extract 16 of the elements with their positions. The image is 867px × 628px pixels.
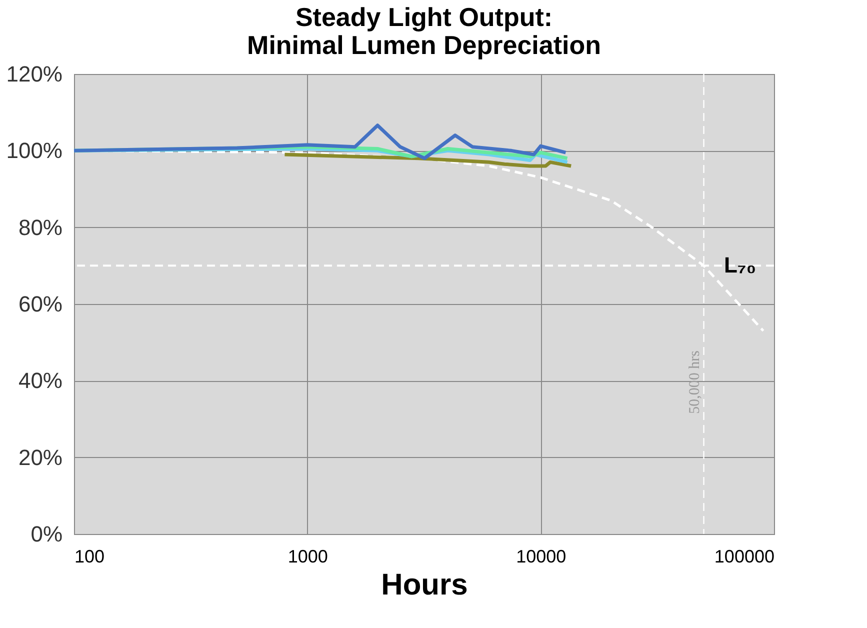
y-tick-label: 100% — [6, 138, 62, 164]
ref-line-label: 50,000 hrs — [686, 350, 703, 414]
ref-line-label: L₇₀ — [724, 252, 756, 278]
x-tick-label: 100000 — [714, 546, 774, 566]
y-tick-label: 80% — [18, 214, 62, 240]
x-axis-title: Hours — [381, 568, 468, 602]
x-tick-label: 100 — [74, 546, 105, 566]
y-tick-label: 0% — [30, 522, 62, 546]
y-tick-label: 20% — [18, 444, 62, 470]
y-tick-label: 120% — [6, 62, 62, 86]
y-tick-label: 60% — [18, 292, 62, 316]
x-tick-label: 1000 — [288, 546, 328, 566]
text: Steady Light Output: — [295, 2, 553, 32]
text: Minimal Lumen Depreciation — [247, 30, 601, 60]
x-tick-label: 10000 — [516, 546, 566, 566]
y-tick-label: 40% — [18, 368, 62, 394]
